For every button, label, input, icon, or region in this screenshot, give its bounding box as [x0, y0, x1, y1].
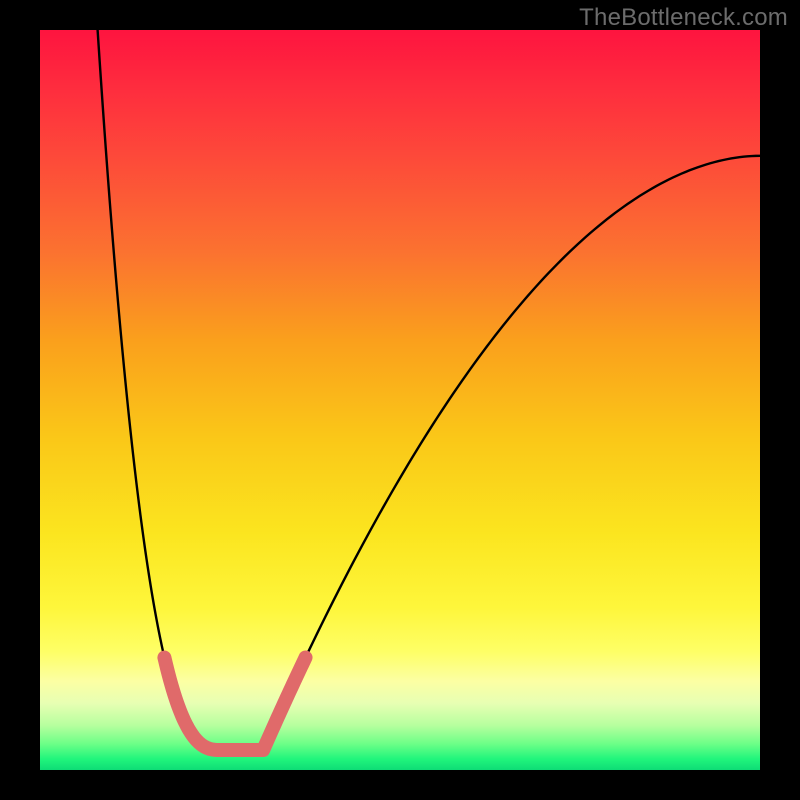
plot-area: [40, 30, 760, 770]
figure-root: TheBottleneck.com: [0, 0, 800, 800]
watermark-text: TheBottleneck.com: [579, 4, 788, 32]
chart-svg: [0, 0, 800, 800]
